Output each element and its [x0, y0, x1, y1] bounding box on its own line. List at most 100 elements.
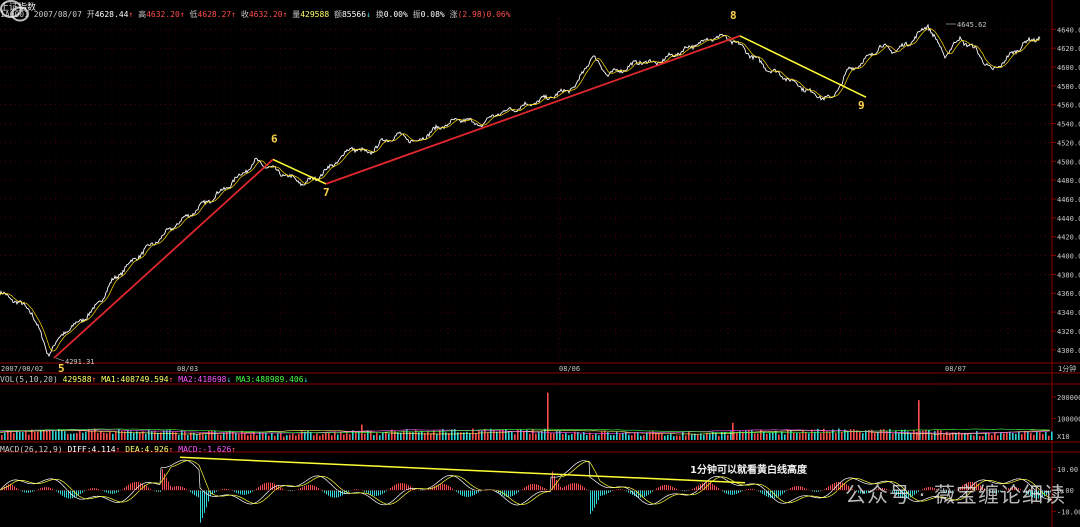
macd-bar: [506, 490, 507, 497]
volume-bar: [115, 431, 117, 440]
macd-bar: [90, 488, 91, 491]
macd-bar: [16, 487, 17, 491]
macd-bar: [886, 488, 887, 491]
macd-bar: [818, 490, 819, 492]
volume-bar: [25, 430, 27, 440]
amplitude-label: 振: [412, 10, 421, 19]
volume-bar: [772, 432, 774, 440]
macd-bar: [166, 477, 167, 491]
macd-bar: [970, 481, 971, 491]
segment-line: [53, 158, 274, 359]
macd-bar: [856, 490, 857, 492]
macd-bar: [292, 490, 293, 492]
volume-bar: [883, 429, 885, 440]
volume-bar: [40, 429, 42, 440]
macd-bar: [110, 490, 111, 494]
volume-bar: [169, 429, 171, 440]
up-arrow-icon: ↑: [91, 375, 97, 384]
macd-bar: [764, 490, 765, 496]
macd-bar: [866, 490, 867, 494]
volume-bar: [241, 430, 243, 440]
volume-bar: [1000, 432, 1002, 440]
macd-bar: [804, 487, 805, 491]
macd-bar: [316, 486, 317, 491]
volume-bar: [421, 431, 423, 440]
volume-bar: [295, 435, 297, 440]
macd-bar: [420, 490, 421, 491]
volume-bar: [439, 429, 441, 440]
volume-bar: [760, 429, 762, 440]
volume-bar: [769, 432, 771, 440]
macd-bar: [138, 482, 139, 491]
volume-bar: [283, 436, 285, 440]
macd-bar: [588, 490, 589, 491]
macd-bar: [470, 490, 471, 497]
macd-bar: [344, 490, 345, 495]
macd-bar: [802, 487, 803, 491]
volume-bar: [625, 431, 627, 440]
macd-bar: [346, 490, 347, 493]
volume-bar: [100, 431, 102, 440]
macd-bar: [510, 490, 511, 497]
macd-bar: [790, 488, 791, 491]
volume-bar: [991, 435, 993, 440]
average-price-line: [0, 28, 1041, 352]
volume-bar: [556, 431, 558, 440]
macd-bar: [912, 490, 913, 497]
volume-bar: [184, 431, 186, 440]
macd-bar: [294, 490, 295, 491]
macd-bar: [174, 486, 175, 491]
macd-bar: [838, 481, 839, 491]
macd-bar: [260, 485, 261, 491]
macd-bar: [478, 490, 479, 493]
macd-bar: [612, 490, 613, 491]
pivot-label-5: 5: [58, 362, 65, 375]
macd-bar: [6, 485, 7, 491]
volume-bar: [205, 434, 207, 440]
volume-bar: [712, 431, 714, 440]
volume-bar: [7, 430, 9, 440]
macd-bar: [740, 490, 741, 493]
macd-bar: [582, 486, 583, 491]
volume-bar: [526, 429, 528, 440]
volume-bar: [382, 432, 384, 440]
volume-bar: [592, 434, 594, 440]
macd-bar: [26, 490, 27, 493]
macd-bar: [748, 488, 749, 491]
macd-bar: [4, 486, 5, 491]
volume-bar: [658, 432, 660, 440]
volume-bar: [10, 431, 12, 440]
annotation-note: 1分钟可以就看黄白线高度: [690, 465, 807, 476]
macd-bar: [792, 487, 793, 491]
macd-bar: [132, 482, 133, 491]
macd-bar: [142, 483, 143, 491]
macd-tick-label: 10.00: [1057, 466, 1078, 474]
macd-bar: [658, 487, 659, 491]
macd-bar: [370, 490, 371, 495]
macd-bar: [76, 490, 77, 497]
macd-bar: [910, 490, 911, 498]
y-tick-label: 4380.00: [1057, 271, 1080, 279]
macd-bar: [422, 490, 423, 491]
macd-diff: DIFF:4.114: [67, 445, 116, 454]
macd-bar: [724, 490, 725, 493]
macd-bar: [682, 490, 683, 492]
volume-bar: [412, 432, 414, 440]
volume-ma1: MA1:408749.594: [101, 375, 169, 384]
volume-bar: [367, 430, 369, 440]
macd-bar: [214, 490, 215, 493]
macd-bar: [236, 490, 237, 493]
macd-bar: [116, 490, 117, 493]
volume-bar: [79, 430, 81, 440]
volume-bar: [634, 432, 636, 440]
macd-bar: [564, 486, 565, 491]
volume-bar: [976, 431, 978, 440]
macd-bar: [154, 490, 155, 491]
macd-bar: [648, 490, 649, 495]
macd-bar: [1002, 490, 1003, 491]
volume-bar: [490, 428, 492, 440]
macd-bar: [1006, 488, 1007, 491]
macd-bar: [878, 488, 879, 491]
turnover-value: 0.00%: [383, 10, 408, 19]
volume-bar: [988, 432, 990, 440]
